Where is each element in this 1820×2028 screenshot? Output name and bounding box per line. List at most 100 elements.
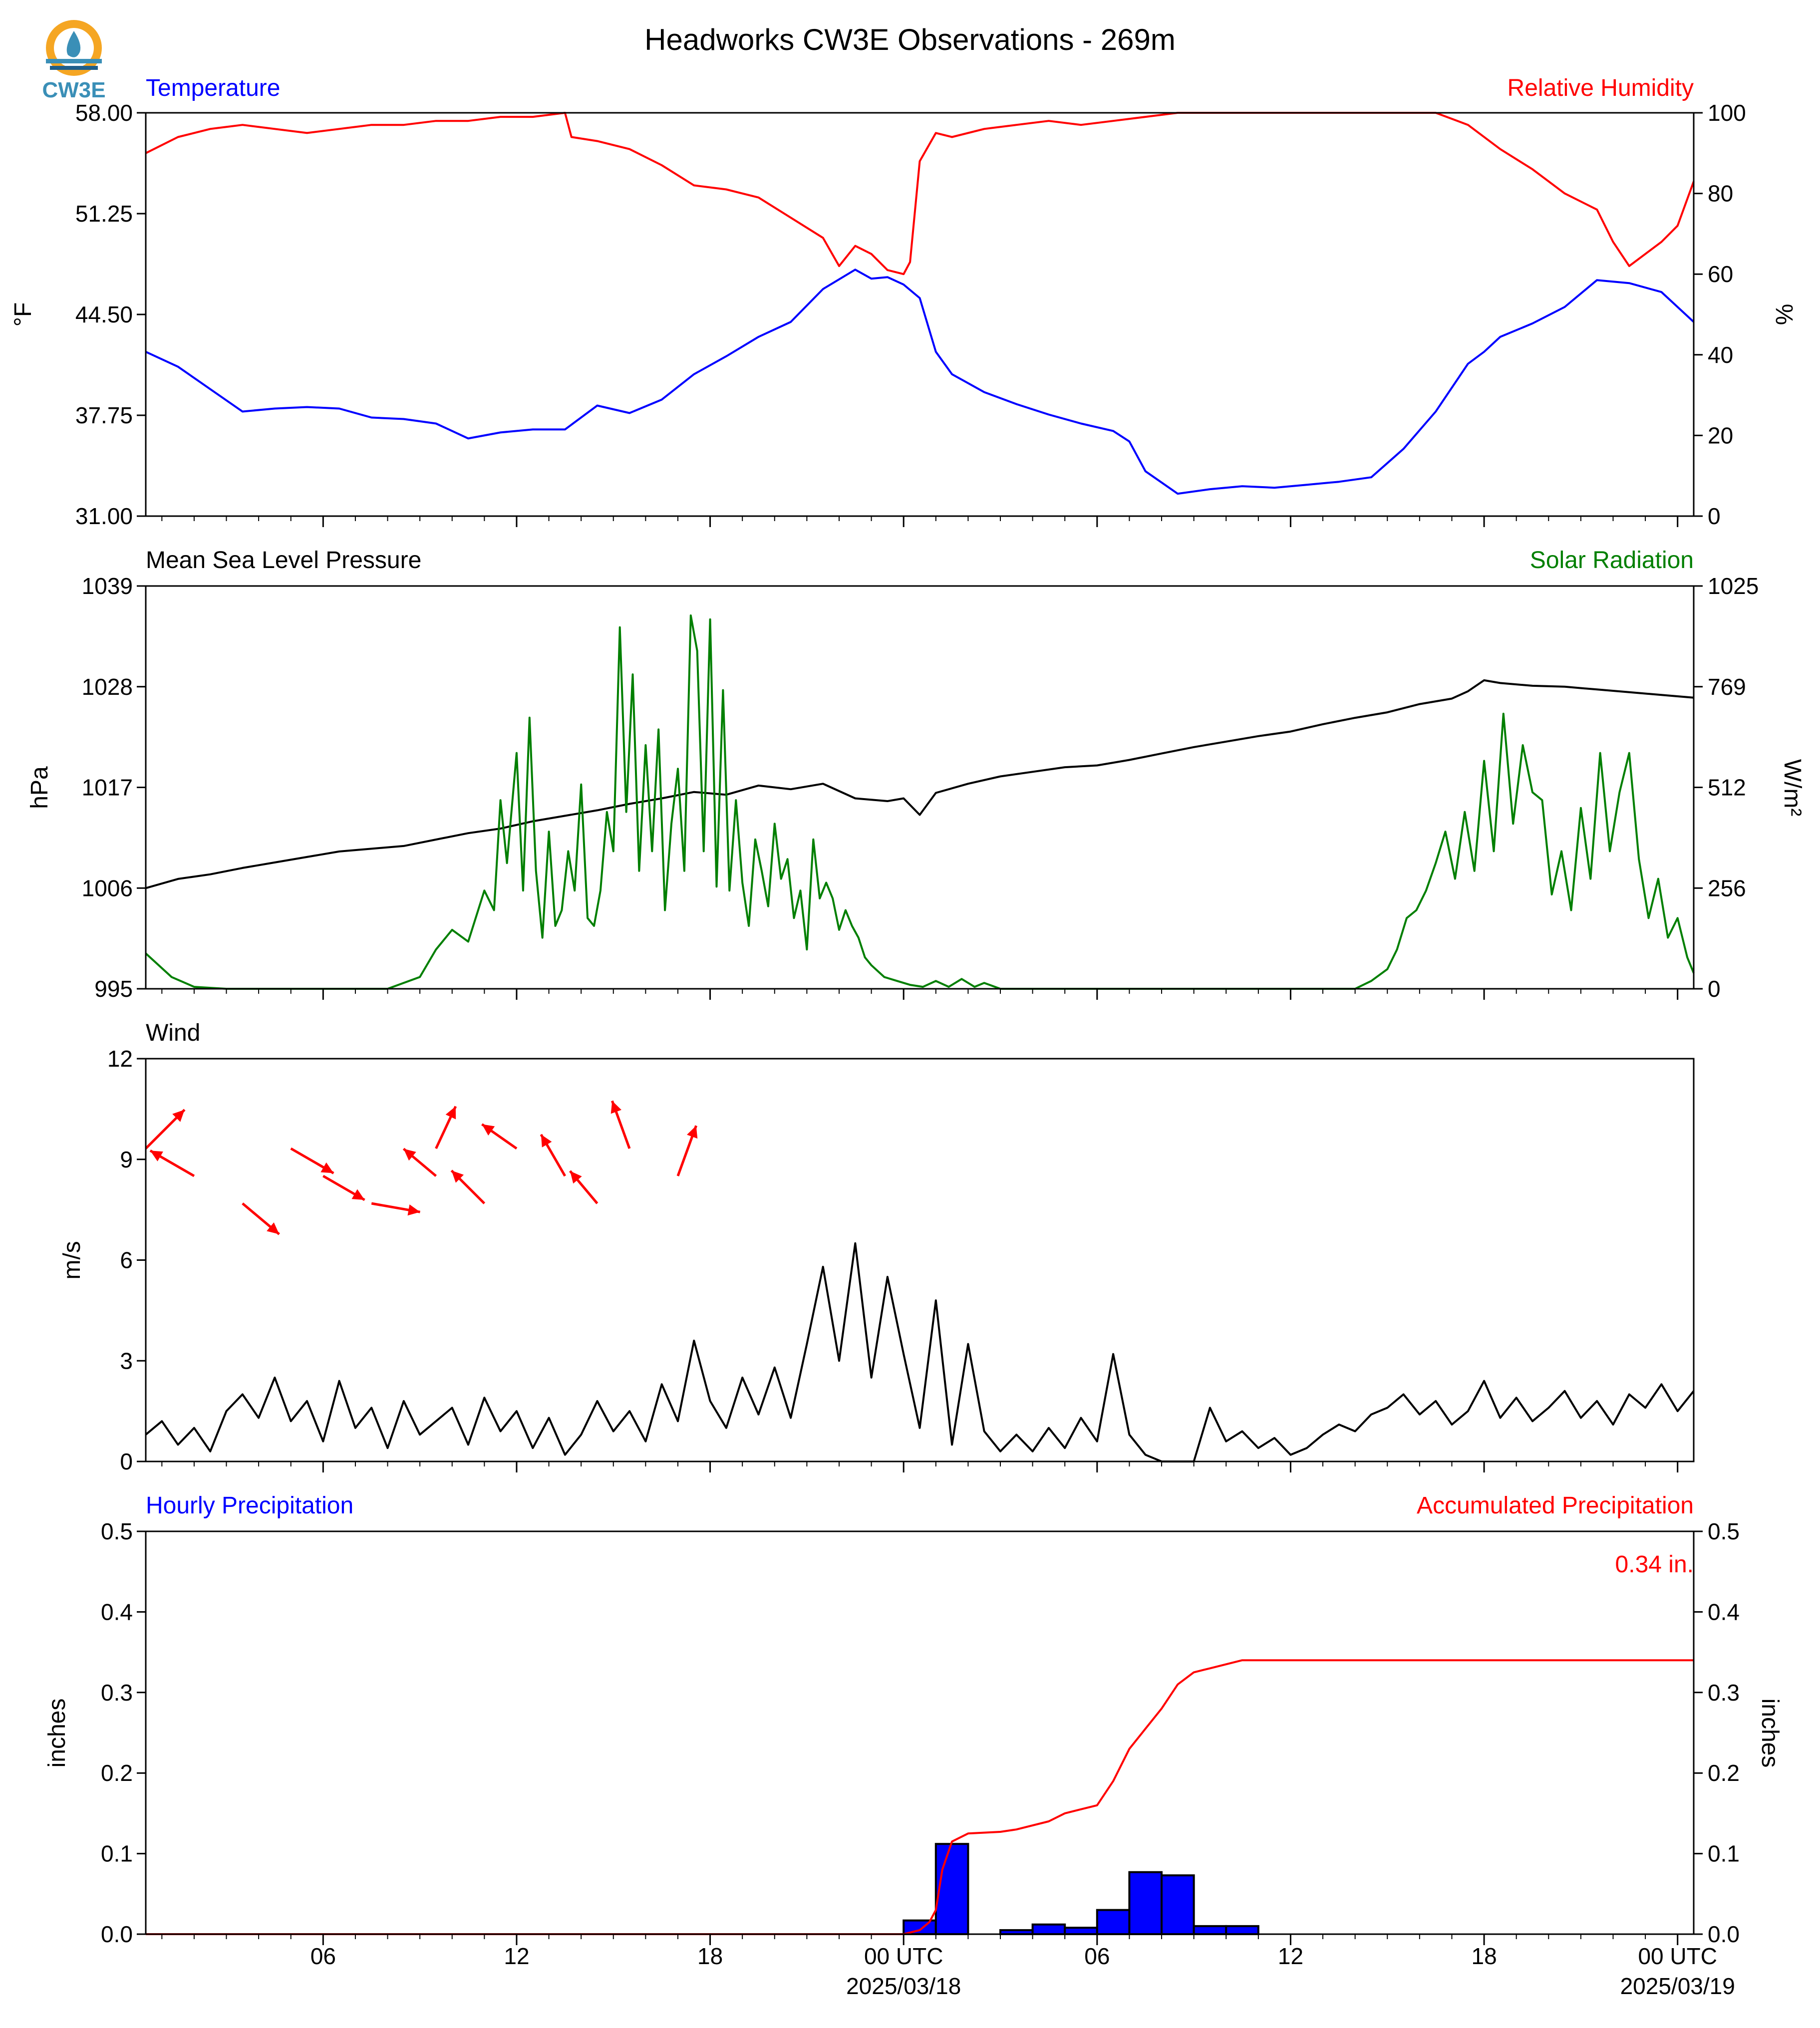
x-date-label: 2025/03/19	[1620, 1973, 1735, 1999]
y-tick-label-left: 995	[94, 976, 133, 1002]
wind-arrow	[450, 1169, 486, 1204]
x-tick-label: 06	[310, 1943, 336, 1969]
relative-humidity-line	[145, 112, 1695, 276]
accumulated-total-annotation: 0.34 in.	[1615, 1551, 1694, 1578]
panel1-right-title: Relative Humidity	[1508, 75, 1694, 101]
panel1-left-title: Temperature	[146, 75, 280, 101]
wind-speed-line	[145, 1242, 1695, 1462]
y-tick-label-right: 0.4	[1708, 1599, 1740, 1625]
panel4-left-title: Hourly Precipitation	[146, 1492, 353, 1519]
panel2-left-title: Mean Sea Level Pressure	[146, 547, 421, 574]
y-tick-label-left: 0.3	[101, 1680, 133, 1706]
wind-arrow	[322, 1174, 365, 1201]
wind-arrow	[402, 1148, 437, 1177]
x-tick-label: 00 UTC	[1638, 1943, 1717, 1969]
y-tick-label-left: 1028	[82, 674, 133, 700]
wind-arrow	[540, 1134, 567, 1177]
panel2-ylabel-left: hPa	[26, 766, 53, 809]
y-tick-label-right: 0.2	[1708, 1760, 1740, 1786]
y-tick-label-left: 1017	[82, 775, 133, 801]
precip-bar	[1225, 1925, 1259, 1936]
y-tick-label-right: 1025	[1708, 573, 1759, 599]
y-tick-label-left: 0	[120, 1449, 133, 1474]
y-tick-label-left: 9	[120, 1147, 133, 1172]
panel1-ylabel-right: %	[1771, 304, 1797, 325]
panel1-frame	[145, 112, 1695, 517]
y-tick-label-left: 0.2	[101, 1760, 133, 1786]
logo-text: CW3E	[42, 78, 105, 102]
panel4-right-title: Accumulated Precipitation	[1417, 1492, 1694, 1519]
panel3-left-title: Wind	[146, 1020, 200, 1046]
panel2-ylabel-right: W/m²	[1779, 759, 1806, 817]
y-tick-label-left: 0.5	[101, 1518, 133, 1544]
x-tick-label: 12	[504, 1943, 529, 1969]
y-tick-label-left: 1039	[82, 573, 133, 599]
x-tick-label: 18	[697, 1943, 723, 1969]
y-tick-label-left: 6	[120, 1247, 133, 1273]
wind-arrow	[145, 1109, 186, 1150]
y-tick-label-left: 44.50	[75, 301, 133, 327]
panel4-ylabel-left: inches	[44, 1699, 70, 1768]
y-tick-label-right: 0	[1708, 976, 1721, 1002]
y-tick-label-left: 12	[107, 1046, 133, 1072]
cw3e-logo: CW3E	[42, 20, 106, 102]
panel2-right-title: Solar Radiation	[1530, 547, 1694, 574]
y-tick-label-right: 80	[1708, 181, 1733, 207]
panel-pressure-solar: Mean Sea Level Pressure Solar Radiation …	[26, 547, 1806, 1002]
panel2-frame	[145, 585, 1695, 990]
wind-arrow	[481, 1123, 518, 1150]
chart-title: Headworks CW3E Observations - 269m	[644, 23, 1176, 56]
x-tick-label: 00 UTC	[864, 1943, 943, 1969]
y-tick-label-left: 0.1	[101, 1841, 133, 1867]
y-tick-label-left: 0.4	[101, 1599, 133, 1625]
panel-temperature-humidity: Temperature Relative Humidity 58.00 51.25…	[10, 75, 1797, 529]
panel1-ylabel-left: °F	[10, 302, 36, 327]
y-tick-label-left: 37.75	[75, 402, 133, 428]
panel4-ylabel-right: inches	[1757, 1699, 1783, 1768]
logo-drop-icon	[66, 31, 81, 57]
wind-arrow	[435, 1106, 457, 1150]
panel3-frame	[145, 1058, 1695, 1462]
y-tick-label-right: 0	[1708, 503, 1721, 529]
panel3-ylabel-left: m/s	[59, 1241, 85, 1279]
y-tick-label-right: 256	[1708, 875, 1746, 901]
y-tick-label-right: 0.3	[1708, 1680, 1740, 1706]
accumulated-precip-line	[146, 1659, 1694, 1935]
precip-bar	[1064, 1927, 1098, 1935]
precip-bar	[1193, 1925, 1227, 1936]
wind-arrow	[676, 1125, 698, 1176]
wind-arrow	[242, 1202, 280, 1235]
precip-bar	[1161, 1874, 1195, 1935]
panel-precipitation: Hourly Precipitation Accumulated Precipi…	[44, 1492, 1783, 1947]
solar-radiation-line	[145, 614, 1695, 990]
y-tick-label-right: 20	[1708, 422, 1733, 448]
y-tick-label-right: 60	[1708, 261, 1733, 287]
y-tick-label-right: 0.1	[1708, 1841, 1740, 1867]
y-tick-label-right: 0.5	[1708, 1518, 1740, 1544]
wind-arrow	[569, 1170, 599, 1204]
y-tick-label-left: 1006	[82, 875, 133, 901]
y-tick-label-left: 51.25	[75, 201, 133, 227]
precip-bar	[1096, 1909, 1131, 1936]
x-date-label: 2025/03/18	[846, 1973, 961, 1999]
x-tick-label: 12	[1278, 1943, 1303, 1969]
precip-bar	[1031, 1923, 1066, 1936]
y-tick-label-left: 3	[120, 1348, 133, 1374]
wind-arrow	[290, 1147, 334, 1174]
y-tick-label-left: 0.0	[101, 1921, 133, 1947]
x-tick-label: 06	[1084, 1943, 1110, 1969]
panel4-frame	[145, 1530, 1695, 1935]
y-tick-label-right: 769	[1708, 674, 1746, 700]
y-tick-label-right: 100	[1708, 100, 1746, 126]
y-tick-label-left: 31.00	[75, 503, 133, 529]
y-tick-label-right: 512	[1708, 775, 1746, 801]
y-tick-label-right: 40	[1708, 342, 1733, 368]
y-tick-label-left: 58.00	[75, 100, 133, 126]
wind-arrow	[371, 1202, 420, 1216]
y-tick-label-right: 0.0	[1708, 1921, 1740, 1947]
panel-wind: Wind 12 9 6 3 0 m/s	[59, 1020, 1695, 1474]
wind-arrow	[149, 1150, 195, 1177]
x-tick-label: 18	[1471, 1943, 1497, 1969]
temperature-line	[145, 269, 1695, 495]
